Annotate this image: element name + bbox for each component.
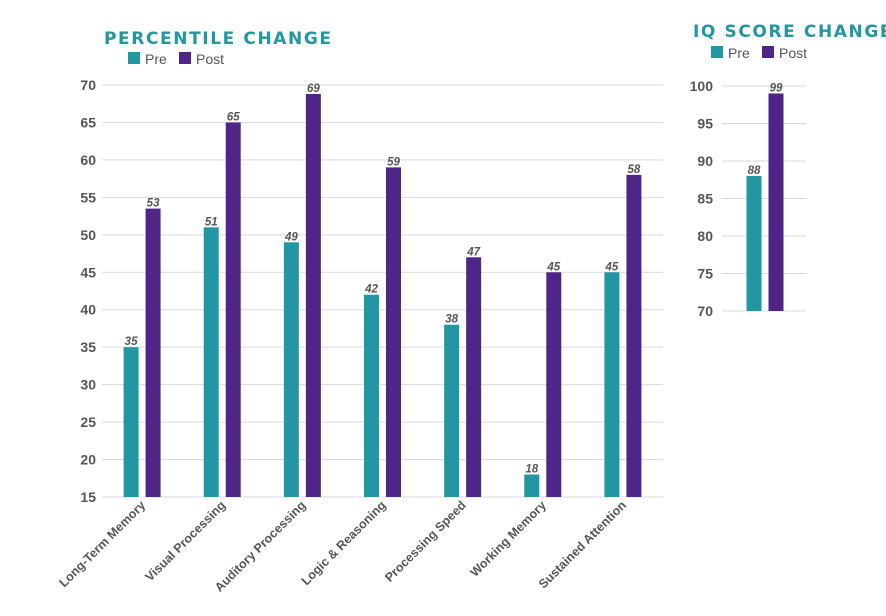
y-tick-label: 70 [80, 77, 96, 93]
percentile-bars [123, 93, 642, 498]
percentile-gridlines [102, 84, 663, 498]
y-tick-label: 40 [80, 302, 96, 318]
bar-post [466, 257, 482, 497]
y-tick-label: 55 [80, 189, 96, 205]
percentile-chart-title: PERCENTILE CHANGE [104, 29, 333, 49]
legend-pre-label: Pre [728, 45, 750, 61]
bar-post [145, 208, 161, 497]
data-label-pre: 88 [748, 165, 761, 177]
bar-pre [283, 242, 299, 497]
iq-gridlines [722, 85, 806, 312]
y-tick-label: 75 [697, 266, 713, 282]
x-tick-label: Working Memory [467, 498, 548, 579]
percentile-change-chart: PERCENTILE CHANGE Pre Post 15 20 25 30 35 40 4… [56, 29, 663, 595]
legend-pre-label: Pre [145, 51, 167, 67]
y-tick-label: 30 [80, 377, 96, 393]
bar-pre [444, 324, 460, 497]
x-tick-label: Visual Processing [142, 498, 228, 584]
legend-post-label: Post [779, 45, 807, 61]
data-label-post: 58 [628, 164, 641, 176]
bar-post [626, 174, 642, 497]
bar-pre [746, 176, 762, 311]
x-tick-label: Auditory Processing [212, 498, 308, 594]
x-tick-label: Logic & Reasoning [299, 498, 389, 588]
x-tick-label: Processing Speed [382, 498, 469, 585]
bar-post [768, 93, 784, 311]
legend-post-swatch [762, 46, 774, 58]
y-tick-label: 80 [697, 228, 713, 244]
legend-pre-swatch [128, 52, 140, 64]
x-tick-label: Long-Term Memory [56, 498, 148, 590]
legend-post-label: Post [196, 51, 224, 67]
data-label-pre: 18 [525, 464, 538, 476]
iq-data-labels: 88 99 [748, 83, 783, 178]
data-label-pre: 51 [205, 216, 218, 228]
data-label-pre: 38 [445, 314, 458, 326]
bar-post [225, 122, 241, 498]
bar-pre [364, 294, 379, 497]
bar-post [546, 272, 562, 497]
y-tick-label: 35 [80, 339, 96, 355]
percentile-legend: Pre Post [128, 51, 224, 67]
iq-bars [746, 93, 784, 311]
data-label-pre: 45 [605, 261, 619, 273]
bar-post [386, 167, 401, 497]
y-tick-label: 25 [80, 414, 96, 430]
data-label-post: 65 [227, 111, 240, 123]
x-tick-label: Sustained Attention [536, 498, 629, 591]
data-label-post: 99 [770, 83, 783, 95]
data-label-post: 47 [466, 246, 480, 258]
y-tick-label: 15 [80, 489, 96, 505]
bar-post [305, 93, 321, 498]
bar-pre [203, 227, 219, 497]
iq-score-change-chart: IQ SCORE CHANGE Pre Post 70 75 80 85 90 95 100… [690, 22, 886, 319]
y-tick-label: 20 [80, 452, 96, 468]
y-tick-label: 45 [80, 264, 96, 280]
data-label-pre: 35 [125, 336, 138, 348]
data-label-post: 53 [147, 198, 160, 210]
y-tick-label: 65 [80, 114, 96, 130]
data-label-post: 59 [387, 156, 400, 168]
data-label-post: 45 [546, 261, 560, 273]
iq-y-axis: 70 75 80 85 90 95 100 [690, 78, 714, 319]
y-tick-label: 95 [697, 116, 713, 132]
bar-pre [604, 272, 620, 497]
y-tick-label: 85 [697, 191, 713, 207]
percentile-data-labels: 35 53 51 65 49 69 42 59 38 47 18 45 45 58 [125, 83, 641, 476]
bar-pre [123, 347, 139, 497]
data-label-post: 69 [307, 83, 320, 95]
bar-pre [524, 474, 540, 497]
y-tick-label: 70 [697, 303, 713, 319]
y-tick-label: 50 [80, 227, 96, 243]
legend-post-swatch [179, 52, 191, 64]
legend-pre-swatch [711, 46, 723, 58]
y-tick-label: 100 [690, 78, 714, 94]
iq-legend: Pre Post [711, 45, 807, 61]
y-tick-label: 90 [697, 153, 713, 169]
percentile-y-axis: 15 20 25 30 35 40 45 50 55 60 65 70 [80, 77, 96, 505]
data-label-pre: 49 [284, 231, 298, 243]
data-label-pre: 42 [364, 284, 378, 296]
y-tick-label: 60 [80, 152, 96, 168]
iq-chart-title: IQ SCORE CHANGE [693, 22, 886, 42]
